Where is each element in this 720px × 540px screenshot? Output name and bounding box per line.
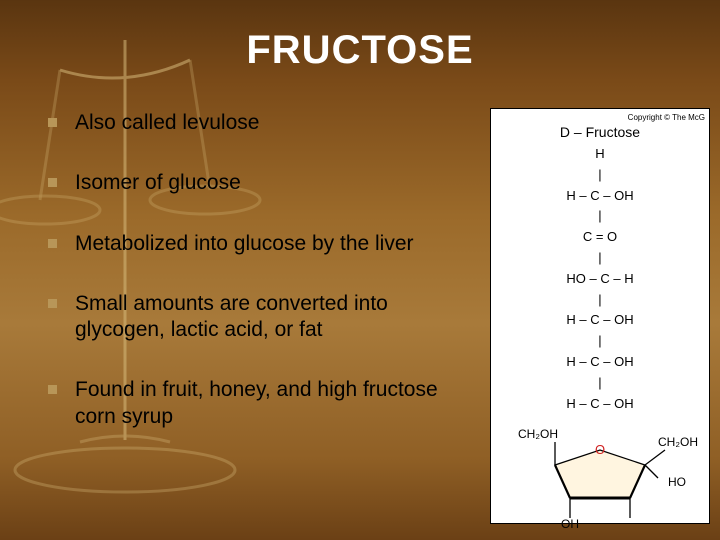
list-item: Found in fruit, honey, and high fructose… [48,377,468,430]
fischer-projection: H | H – C – OH | C = O | HO – C – H | H … [495,144,705,414]
figure-copyright: Copyright © The McG [495,113,705,122]
ring-structure-diagram: O CH₂OH CH₂OH HO OH [500,420,700,530]
ring-polygon [555,450,645,498]
bullet-text: Small amounts are converted into glycoge… [75,291,468,344]
ring-left-ch2oh: CH₂OH [518,427,558,441]
bullet-text: Isomer of glucose [75,170,241,196]
chemical-structure-figure: Copyright © The McG D – Fructose H | H –… [490,108,710,524]
square-bullet-icon [48,118,57,127]
ring-right-ch2oh: CH₂OH [658,435,698,449]
bullet-list: Also called levulose Isomer of glucose M… [48,110,468,464]
bullet-text: Also called levulose [75,110,259,136]
ring-oh-label: OH [561,517,579,530]
list-item: Isomer of glucose [48,170,468,196]
bullet-text: Found in fruit, honey, and high fructose… [75,377,468,430]
ring-oxygen-label: O [595,442,605,457]
figure-molecule-title: D – Fructose [495,124,705,140]
slide: FRUCTOSE Also called levulose Isomer of … [0,0,720,540]
bullet-text: Metabolized into glucose by the liver [75,231,414,257]
slide-title: FRUCTOSE [0,28,720,73]
list-item: Also called levulose [48,110,468,136]
square-bullet-icon [48,385,57,394]
ring-ho-label: HO [668,475,686,489]
list-item: Small amounts are converted into glycoge… [48,291,468,344]
list-item: Metabolized into glucose by the liver [48,231,468,257]
square-bullet-icon [48,239,57,248]
square-bullet-icon [48,178,57,187]
square-bullet-icon [48,299,57,308]
